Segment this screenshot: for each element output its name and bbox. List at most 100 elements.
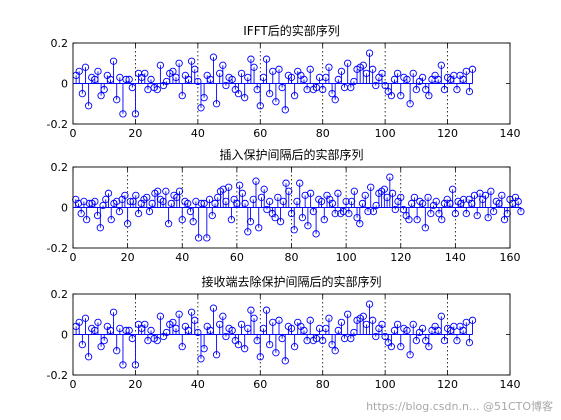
y-tick-label: 0 [61,78,68,91]
stem-marker [399,205,408,214]
stem-marker [184,199,192,208]
stem-marker [159,197,167,206]
stem-marker [272,349,280,357]
stem-marker [465,87,474,96]
stem-marker [81,314,90,322]
stem-marker [200,199,208,208]
stem-marker [102,195,110,204]
stem-marker [514,197,522,206]
stem-marker [247,306,255,314]
stem-marker [468,65,477,73]
stem-marker [337,67,346,76]
stem-marker [238,189,246,197]
stem-marker [219,61,227,69]
stem-marker [347,197,356,206]
stem-marker [131,110,140,118]
stem-marker [194,234,203,242]
stem-marker [432,197,440,206]
stem-marker [121,191,129,200]
y-tick-label: -0.2 [47,369,68,382]
stem-marker [451,209,460,218]
stem-marker [285,187,293,195]
stem-marker [212,100,221,108]
stem-marker [225,183,233,191]
x-tick-label: 20 [128,378,142,391]
stem-marker [228,75,236,84]
stem-marker [265,89,274,98]
stem-marker [153,336,161,345]
stem-marker [397,193,405,202]
stem-marker [257,193,266,202]
stem-marker [197,199,206,208]
stem-marker [123,220,132,228]
x-tick-label: 40 [191,127,205,140]
x-tick-label: 60 [230,251,244,264]
stem-marker [489,207,498,216]
stem-marker [211,199,219,208]
x-tick-label: 20 [128,127,142,140]
stem-marker [234,89,243,98]
stem-marker [435,209,443,218]
stem-marker [255,224,263,232]
stem-marker [275,316,283,324]
stem-marker [75,67,83,76]
x-tick-label: 0 [70,127,77,140]
stem-marker [378,320,386,329]
y-tick-label: 0.2 [51,37,69,50]
stem-marker [276,218,285,226]
stem-marker [175,187,184,195]
stem-marker [119,110,127,118]
stem-marker [304,222,312,230]
stem-marker [173,193,181,202]
x-tick-label: 140 [445,251,466,264]
x-tick-label: 20 [121,251,135,264]
stem-marker [247,55,255,63]
stem-marker [481,191,490,200]
stem-marker [269,318,277,326]
stem-marker [164,220,173,228]
stem-marker [265,197,274,206]
stem-marker [437,312,445,320]
stem-marker [306,316,314,324]
stem-marker [200,345,208,353]
x-tick-label: 100 [375,378,396,391]
stem-marker [393,320,402,329]
stem-marker [256,353,264,361]
x-tick-label: 80 [316,127,330,140]
stem-marker [325,63,333,71]
stem-marker [107,215,115,224]
stem-marker [93,211,102,220]
x-tick-label: 0 [70,378,77,391]
stem-marker [487,187,495,195]
stem-marker [272,98,280,106]
stem-marker [208,211,216,220]
stem-marker [344,310,352,318]
y-tick-label: 0.2 [51,161,69,174]
stem-marker [282,179,290,187]
stem-marker [319,85,327,94]
y-tick-label: 0 [61,329,68,342]
chart-title: 接收端去除保护间隔后的实部序列 [201,274,381,289]
stem-marker [406,351,414,359]
stem-marker [281,357,289,365]
stem-marker [312,334,321,343]
x-tick-label: 140 [500,378,521,391]
stem-marker [367,183,375,191]
stem-marker [113,347,121,355]
stem-marker [300,75,308,84]
stem-marker [197,355,205,363]
stem-marker [383,193,391,202]
x-tick-label: 60 [253,378,267,391]
stem-marker [517,207,525,216]
x-tick-label: 100 [336,251,357,264]
stem-marker [115,207,124,216]
stem-marker [438,215,446,224]
y-tick-label: 0.2 [51,288,69,301]
x-tick-label: 40 [191,378,205,391]
stem-marker [154,187,162,195]
stem-marker [403,326,411,335]
x-tick-label: 120 [437,378,458,391]
stem-marker [405,215,413,224]
stem-marker [241,345,249,353]
